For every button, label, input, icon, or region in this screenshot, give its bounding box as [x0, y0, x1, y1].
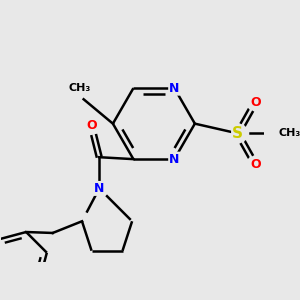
Text: O: O — [250, 158, 261, 171]
Text: S: S — [232, 126, 243, 141]
Text: N: N — [94, 182, 104, 195]
Text: CH₃: CH₃ — [279, 128, 300, 138]
Text: O: O — [250, 96, 261, 109]
Text: O: O — [86, 119, 97, 133]
Text: N: N — [169, 82, 180, 95]
Text: CH₃: CH₃ — [69, 83, 91, 93]
Text: N: N — [169, 153, 180, 166]
